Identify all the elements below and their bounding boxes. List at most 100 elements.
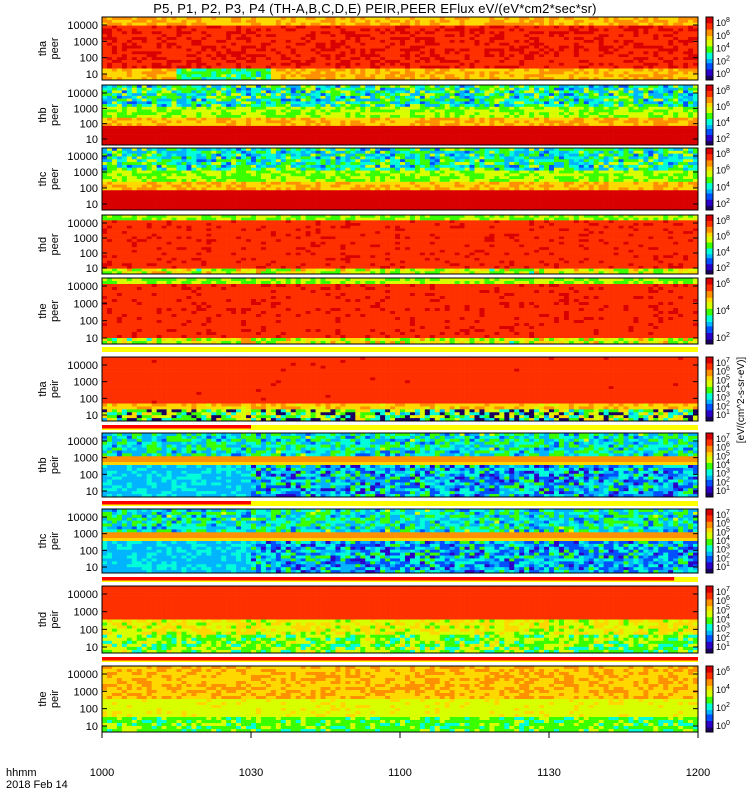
spectrogram-cell [599, 54, 604, 57]
spectrogram-cell [460, 123, 465, 126]
spectrogram-cell [673, 60, 678, 63]
spectrogram-cell [107, 46, 112, 49]
spectrogram-cell [241, 96, 246, 99]
spectrogram-cell [206, 63, 211, 66]
spectrogram-cell [604, 69, 609, 72]
spectrogram-cell [534, 99, 539, 102]
spectrogram-cell [489, 31, 494, 34]
spectrogram-cell [380, 66, 385, 69]
spectrogram-cell [554, 57, 559, 60]
spectrogram-cell [142, 37, 147, 40]
spectrogram-cell [519, 28, 524, 31]
spectrogram-cell [365, 112, 370, 115]
spectrogram-cell [484, 37, 489, 40]
spectrogram-cell [201, 34, 206, 37]
spectrogram-cell [400, 118, 405, 121]
spectrogram-cell [539, 40, 544, 43]
spectrogram-cell [465, 126, 470, 129]
spectrogram-cell [147, 28, 152, 31]
spectrogram-cell [564, 34, 569, 37]
spectrogram-cell [628, 118, 633, 121]
spectrogram-cell [619, 26, 624, 29]
spectrogram-cell [132, 20, 137, 23]
spectrogram-cell [509, 20, 514, 23]
spectrogram-cell [509, 34, 514, 37]
spectrogram-cell [186, 104, 191, 107]
spectrogram-cell [152, 20, 157, 23]
spectrogram-cell [216, 93, 221, 96]
spectrogram-cell [514, 96, 519, 99]
spectrogram-cell [524, 57, 529, 60]
spectrogram-cell [181, 63, 186, 66]
spectrogram-cell [519, 129, 524, 132]
spectrogram-cell [117, 51, 122, 54]
spectrogram-cell [127, 112, 132, 115]
spectrogram-cell [266, 51, 271, 54]
spectrogram-cell [405, 43, 410, 46]
spectrogram-cell [177, 93, 182, 96]
spectrogram-cell [316, 66, 321, 69]
spectrogram-cell [465, 110, 470, 113]
spectrogram-cell [430, 115, 435, 118]
spectrogram-cell [619, 20, 624, 23]
spectrogram-cell [624, 66, 629, 69]
spectrogram-cell [191, 120, 196, 123]
spectrogram-cell [142, 26, 147, 29]
spectrogram-cell [380, 54, 385, 57]
spectrogram-cell [534, 104, 539, 107]
spectrogram-cell [350, 69, 355, 72]
spectrogram-cell [301, 28, 306, 31]
spectrogram-cell [256, 134, 261, 137]
spectrogram-cell [147, 43, 152, 46]
spectrogram-cell [127, 43, 132, 46]
spectrogram-cell [306, 129, 311, 132]
spectrogram-cell [460, 34, 465, 37]
spectrogram-cell [177, 69, 182, 72]
spectrogram-cell [648, 69, 653, 72]
spectrogram-cell [544, 54, 549, 57]
spectrogram-cell [484, 31, 489, 34]
spectrogram-cell [316, 96, 321, 99]
spectrogram-cell [410, 31, 415, 34]
spectrogram-cell [524, 23, 529, 26]
spectrogram-cell [539, 49, 544, 52]
spectrogram-cell [311, 107, 316, 110]
spectrogram-cell [147, 23, 152, 26]
spectrogram-cell [514, 26, 519, 29]
spectrogram-cell [549, 69, 554, 72]
spectrogram-cell [554, 123, 559, 126]
spectrogram-cell [306, 66, 311, 69]
spectrogram-cell [445, 96, 450, 99]
spectrogram-cell [107, 51, 112, 54]
spectrogram-cell [643, 96, 648, 99]
spectrogram-cell [450, 49, 455, 52]
spectrogram-cell [360, 63, 365, 66]
spectrogram-cell [326, 104, 331, 107]
spectrogram-cell [301, 37, 306, 40]
spectrogram-cell [663, 112, 668, 115]
spectrogram-cell [296, 96, 301, 99]
spectrogram-cell [450, 40, 455, 43]
spectrogram-cell [301, 88, 306, 91]
spectrogram-cell [102, 54, 107, 57]
spectrogram-cell [360, 107, 365, 110]
spectrogram-cell [589, 26, 594, 29]
spectrogram-cell [137, 60, 142, 63]
spectrogram-cell [256, 34, 261, 37]
spectrogram-cell [211, 51, 216, 54]
spectrogram-cell [450, 28, 455, 31]
spectrogram-cell [504, 129, 509, 132]
spectrogram-cell [370, 46, 375, 49]
spectrogram-cell [479, 20, 484, 23]
spectrogram-cell [206, 131, 211, 134]
spectrogram-cell [638, 104, 643, 107]
spectrogram-cell [316, 123, 321, 126]
spectrogram-cell [291, 107, 296, 110]
spectrogram-cell [201, 129, 206, 132]
spectrogram-cell [226, 107, 231, 110]
spectrogram-cell [673, 107, 678, 110]
spectrogram-cell [226, 43, 231, 46]
spectrogram-cell [425, 63, 430, 66]
spectrogram-cell [172, 90, 177, 93]
spectrogram-cell [380, 63, 385, 66]
